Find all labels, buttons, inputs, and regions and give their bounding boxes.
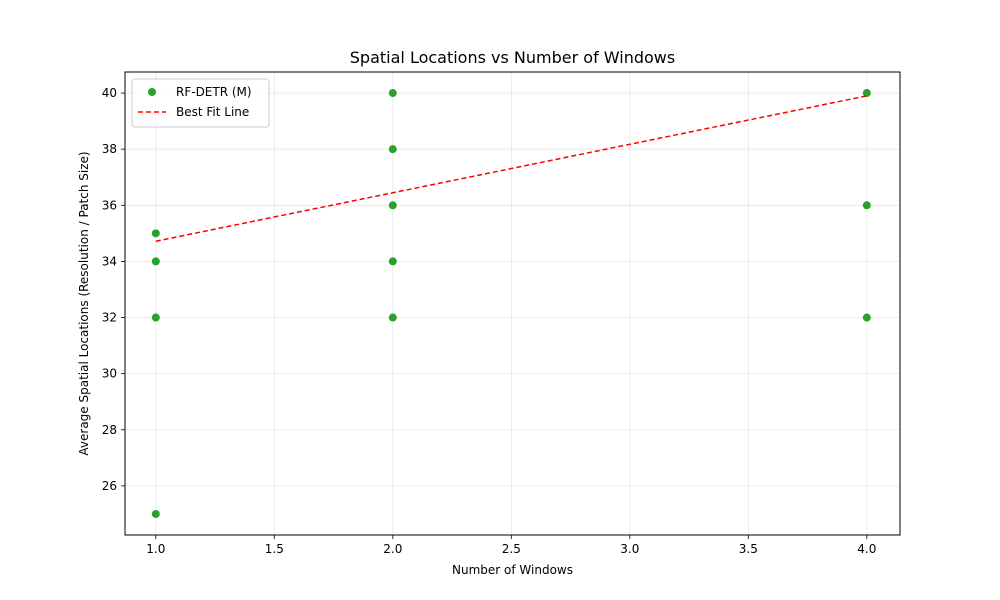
- scatter-point: [862, 89, 871, 98]
- y-tick-label: 30: [102, 367, 117, 381]
- scatter-point: [388, 201, 397, 210]
- y-tick-label: 36: [102, 198, 117, 212]
- legend: RF-DETR (M) Best Fit Line: [131, 78, 270, 128]
- legend-box: [131, 78, 270, 128]
- y-axis-ticks: 26 28 30 32 34 36 38 40: [102, 86, 125, 493]
- x-tick-label: 1.5: [265, 542, 284, 556]
- best-fit-line: [155, 95, 867, 242]
- legend-label-scatter: RF-DETR (M): [176, 85, 252, 99]
- y-tick-label: 32: [102, 311, 117, 325]
- x-tick-label: 1.0: [146, 542, 165, 556]
- legend-marker-scatter: [148, 88, 156, 96]
- x-tick-label: 3.0: [620, 542, 639, 556]
- x-axis-label: Number of Windows: [452, 563, 573, 577]
- scatter-point: [862, 313, 871, 322]
- scatter-point: [388, 145, 397, 154]
- y-tick-label: 26: [102, 479, 117, 493]
- x-tick-label: 3.5: [739, 542, 758, 556]
- plot-frame: [124, 71, 901, 536]
- scatter-point: [151, 257, 160, 266]
- y-tick-label: 38: [102, 142, 117, 156]
- y-tick-label: 40: [102, 86, 117, 100]
- chart-title: Spatial Locations vs Number of Windows: [350, 48, 675, 67]
- y-tick-label: 34: [102, 254, 117, 268]
- x-tick-label: 2.0: [383, 542, 402, 556]
- x-tick-label: 2.5: [502, 542, 521, 556]
- y-tick-label: 28: [102, 423, 117, 437]
- y-axis-label: Average Spatial Locations (Resolution / …: [77, 151, 91, 455]
- scatter-point: [862, 201, 871, 210]
- legend-label-line: Best Fit Line: [176, 105, 249, 119]
- scatter-point: [151, 229, 160, 238]
- scatter-point: [151, 313, 160, 322]
- x-axis-ticks: 1.0 1.5 2.0 2.5 3.0 3.5 4.0: [146, 535, 876, 556]
- plot-series: [151, 89, 871, 518]
- x-tick-label: 4.0: [857, 542, 876, 556]
- scatter-point: [388, 89, 397, 98]
- scatter-point: [151, 509, 160, 518]
- scatter-point: [388, 257, 397, 266]
- scatter-point: [388, 313, 397, 322]
